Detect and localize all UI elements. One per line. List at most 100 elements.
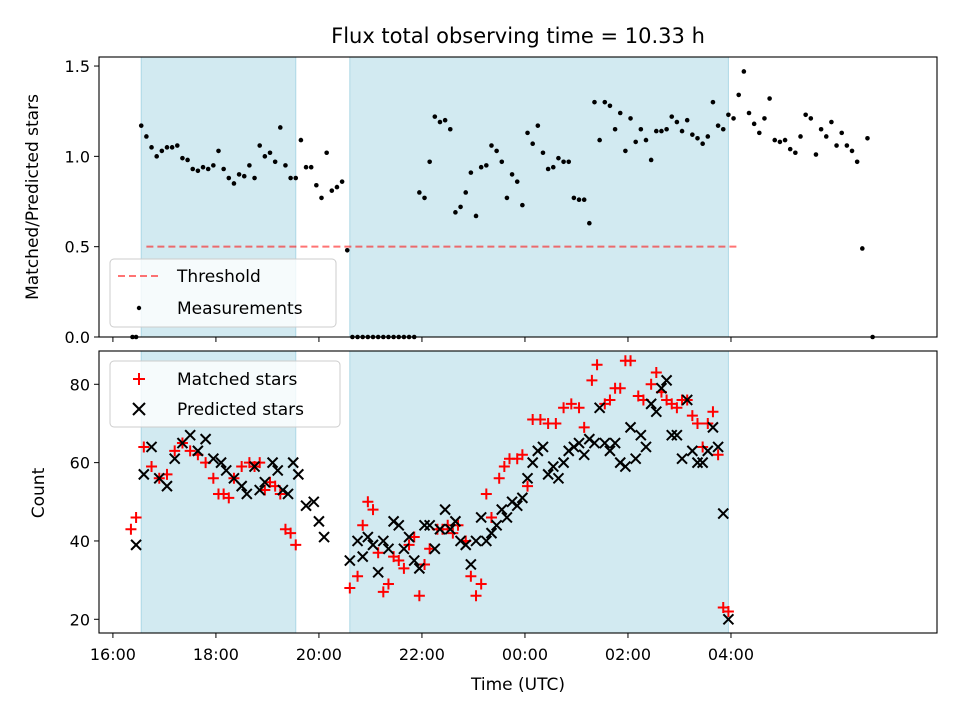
- matched-star-point: [223, 492, 235, 504]
- predicted-star-point: [604, 445, 616, 457]
- predicted-star-point: [511, 500, 523, 512]
- legend-predicted-swatch: [132, 402, 146, 416]
- predicted-star-point: [367, 539, 379, 551]
- measurement-point: [308, 164, 314, 170]
- matched-star-point: [558, 402, 570, 414]
- predicted-star-point: [619, 460, 632, 473]
- measurement-point: [690, 132, 695, 137]
- measurement-point: [798, 134, 803, 139]
- measurement-point: [844, 143, 850, 148]
- predicted-star-point: [413, 562, 426, 575]
- bottom-y-axis-label: Count: [29, 467, 49, 518]
- bottom-panel: 20 40 60 80 16:00 18:00 20:00 22:00 00:00 02:00 0…: [29, 350, 938, 695]
- matched-star-point: [722, 605, 734, 617]
- matched-star-point: [236, 461, 248, 473]
- measurement-point: [679, 128, 685, 134]
- measurement-point: [628, 116, 633, 121]
- predicted-star-point: [282, 488, 294, 500]
- predicted-star-point: [609, 437, 621, 449]
- measurement-point: [144, 134, 149, 139]
- predicted-star-point: [199, 433, 212, 445]
- measurement-point: [638, 126, 644, 132]
- top-legend: Threshold Measurements: [109, 258, 337, 328]
- measurement-point: [556, 155, 561, 161]
- measurement-point: [530, 141, 535, 147]
- predicted-star-point: [161, 480, 173, 492]
- matched-star-point: [424, 543, 436, 555]
- measurement-point: [700, 141, 705, 147]
- matched-star-point: [691, 417, 703, 429]
- measurement-point: [200, 164, 206, 170]
- matched-star-point: [138, 441, 150, 453]
- predicted-star-point: [681, 394, 693, 406]
- predicted-star-point: [259, 476, 271, 488]
- predicted-star-point: [496, 503, 508, 516]
- measurement-point: [839, 130, 845, 136]
- measurement-point: [180, 155, 185, 161]
- matched-star-point: [534, 414, 546, 426]
- predicted-star-point: [485, 527, 498, 539]
- predicted-star-point: [660, 374, 673, 387]
- measurement-point: [216, 148, 221, 154]
- predicted-star-point: [377, 535, 390, 547]
- matched-star-point: [565, 398, 577, 410]
- measurement-point: [473, 213, 479, 219]
- measurement-point: [715, 123, 721, 128]
- measurement-point: [854, 159, 860, 165]
- matched-star-point: [207, 472, 219, 484]
- legend-predicted-label: Predicted stars: [177, 400, 304, 420]
- predicted-star-point: [557, 456, 570, 469]
- measurement-point: [550, 164, 556, 170]
- legend-measurements-label: Measurements: [177, 299, 303, 319]
- measurement-point: [334, 184, 340, 190]
- measurement-point: [597, 137, 602, 143]
- measurement-point: [195, 168, 201, 174]
- bottom-panel-frame: [98, 350, 938, 634]
- measurement-point: [808, 116, 814, 121]
- predicted-star-point: [624, 421, 637, 434]
- measurement-point: [247, 163, 252, 168]
- measurement-point: [226, 175, 232, 181]
- measurement-point: [818, 126, 824, 132]
- measurement-point: [782, 137, 788, 143]
- measurement-point: [674, 119, 680, 125]
- measurement-point: [731, 116, 736, 121]
- predicted-star-point: [629, 453, 642, 465]
- measurement-point: [453, 210, 458, 215]
- measurement-point: [751, 121, 757, 127]
- matched-star-point: [367, 504, 379, 516]
- measurement-point: [314, 182, 319, 188]
- measurement-point: [669, 114, 675, 119]
- bottom-legend: Matched stars Predicted stars: [109, 360, 341, 428]
- matched-star-point: [480, 488, 492, 500]
- measurement-point: [252, 175, 257, 181]
- predicted-star-point: [398, 543, 410, 555]
- predicted-star-point: [593, 402, 606, 414]
- measurement-point: [231, 181, 237, 186]
- predicted-star-point: [578, 449, 590, 461]
- measurement-point: [705, 134, 711, 139]
- matched-star-point: [498, 461, 510, 473]
- matched-star-point: [586, 374, 598, 386]
- measurement-point: [463, 190, 469, 195]
- predicted-star-point: [313, 515, 325, 528]
- predicted-star-point: [552, 472, 565, 484]
- predicted-star-point: [439, 503, 451, 516]
- predicted-star-point: [344, 554, 356, 567]
- top-y-tick-label: 0.5: [65, 238, 90, 257]
- matched-star-point: [470, 590, 482, 602]
- x-axis-label: Time (UTC): [470, 675, 565, 695]
- measurement-point: [422, 195, 427, 201]
- measurement-point: [489, 143, 494, 148]
- top-shaded-interval-1: [349, 56, 729, 338]
- predicted-star-point: [434, 523, 446, 535]
- matched-star-point: [352, 570, 364, 582]
- x-tick-label: 00:00: [502, 645, 548, 664]
- measurement-point: [432, 114, 438, 119]
- matched-star-point: [614, 382, 626, 394]
- predicted-star-point: [645, 398, 657, 410]
- matched-star-point: [712, 449, 724, 461]
- measurement-point: [169, 145, 175, 150]
- matched-star-point: [522, 480, 534, 492]
